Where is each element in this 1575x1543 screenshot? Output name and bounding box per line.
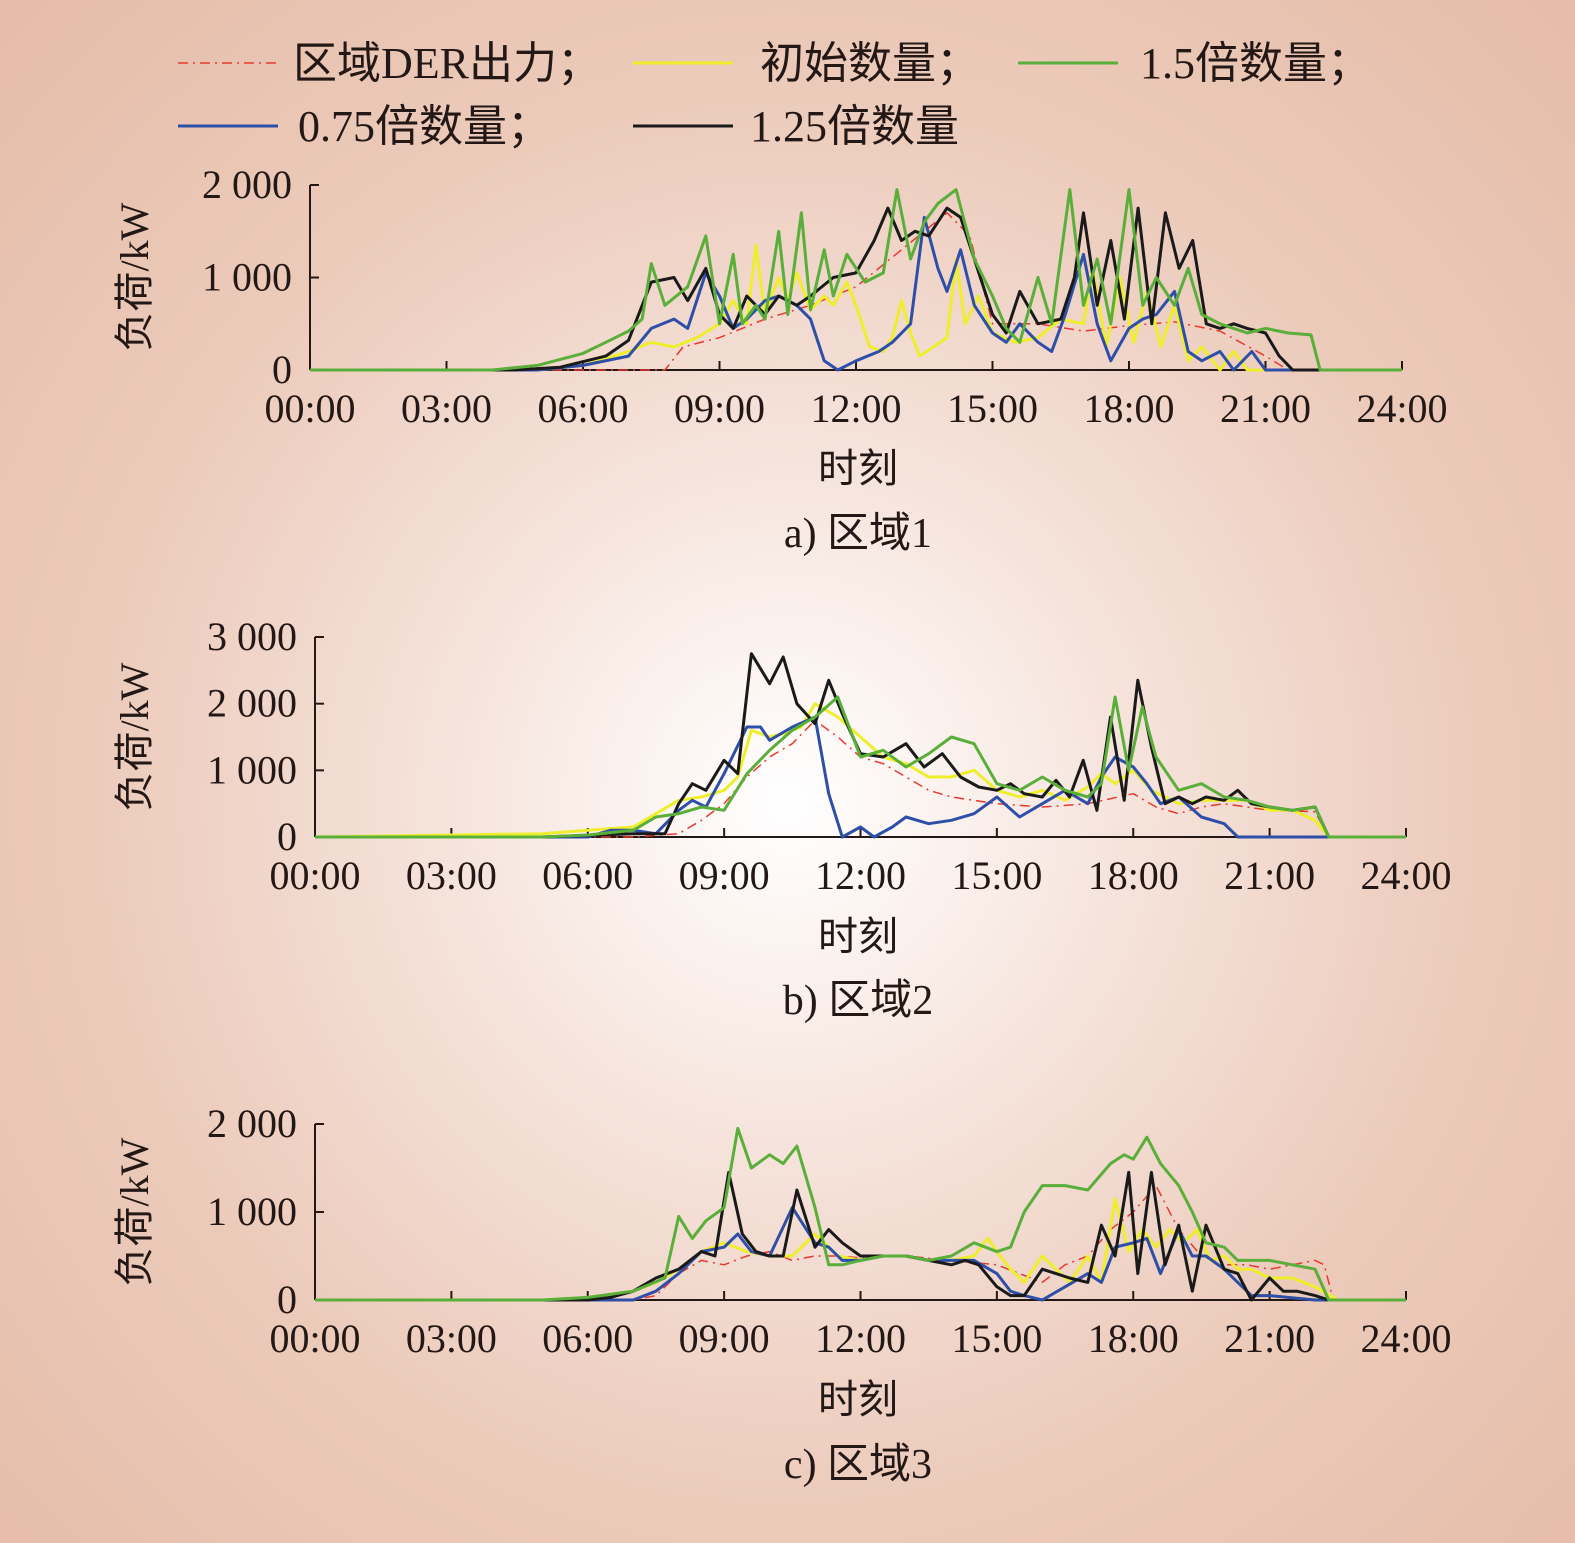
x-tick-label: 12:00	[810, 386, 901, 431]
series-line-5	[310, 206, 1402, 372]
chart-title: b) 区域2	[783, 978, 934, 1024]
chart-panel-3: 0 1 000 2 000 00:00 03:00 06:00 09:00 12:00 15:0…	[112, 1101, 1452, 1488]
series-line-5	[315, 1170, 1406, 1302]
x-tick-label: 12:00	[815, 853, 906, 898]
y-axis-label: 负荷/kW	[112, 202, 157, 351]
series-line-1	[315, 719, 1406, 838]
series-line-1	[310, 212, 1402, 371]
legend-item-1: 区域DER出力；	[178, 39, 601, 88]
series-line-3	[315, 1126, 1406, 1302]
x-tick-label: 00:00	[269, 853, 360, 898]
x-tick-label: 06:00	[542, 853, 633, 898]
chart-title: a) 区域1	[784, 511, 932, 557]
x-tick-label: 09:00	[674, 386, 765, 431]
x-tick-label: 09:00	[679, 1316, 770, 1361]
x-tick-label: 12:00	[815, 1316, 906, 1361]
legend-label: 1.25倍数量	[750, 102, 959, 151]
x-tick-label: 15:00	[951, 853, 1042, 898]
x-tick-label: 21:00	[1224, 1316, 1315, 1361]
y-tick-label: 2 000	[207, 1101, 297, 1146]
series-line-4	[315, 1206, 1406, 1302]
y-tick-label: 1 000	[202, 255, 292, 300]
y-axis-label: 负荷/kW	[112, 662, 157, 811]
x-axis-label: 时刻	[818, 1377, 898, 1422]
x-tick-label: 15:00	[951, 1316, 1042, 1361]
x-tick-label: 00:00	[264, 386, 355, 431]
x-tick-label: 18:00	[1088, 853, 1179, 898]
x-tick-label: 09:00	[679, 853, 770, 898]
legend-label: 初始数量；	[760, 39, 980, 88]
x-tick-label: 06:00	[542, 1316, 633, 1361]
y-tick-label: 0	[272, 347, 292, 392]
x-tick-label: 00:00	[269, 1316, 360, 1361]
x-tick-label: 03:00	[401, 386, 492, 431]
y-tick-label: 1 000	[207, 1189, 297, 1234]
series-line-2	[314, 702, 1406, 839]
legend-label: 1.5倍数量；	[1140, 39, 1371, 88]
series-line-5	[315, 652, 1406, 839]
y-tick-label: 2 000	[202, 162, 292, 207]
legend-item-3: 1.5倍数量；	[1018, 39, 1371, 88]
chart-panel-2: 0 1 000 2 000 3 000 00:00 03:00 06:00 09:00 12:0…	[112, 614, 1452, 1024]
y-tick-label: 0	[277, 814, 297, 859]
x-tick-label: 03:00	[406, 1316, 497, 1361]
legend-item-2: 初始数量；	[633, 39, 980, 88]
legend-label: 0.75倍数量；	[298, 102, 551, 151]
chart-title: c) 区域3	[784, 1442, 932, 1488]
legend: 区域DER出力； 初始数量； 1.5倍数量； 0.75倍数量； 1.25倍数量	[178, 39, 1371, 151]
x-tick-label: 21:00	[1220, 386, 1311, 431]
x-tick-label: 18:00	[1088, 1316, 1179, 1361]
x-tick-label: 06:00	[537, 386, 628, 431]
series-line-4	[315, 715, 1406, 839]
x-tick-label: 24:00	[1356, 386, 1447, 431]
x-tick-label: 21:00	[1224, 853, 1315, 898]
x-axis-label: 时刻	[818, 914, 898, 959]
y-tick-label: 1 000	[207, 747, 297, 792]
series-line-3	[310, 188, 1402, 372]
chart-panels: 0 1 000 2 000 00:00 03:00 06:00 09:00 12:00 15:0…	[112, 162, 1452, 1488]
x-tick-label: 18:00	[1083, 386, 1174, 431]
x-axis-label: 时刻	[818, 446, 898, 491]
legend-label: 区域DER出力；	[293, 39, 601, 88]
y-tick-label: 2 000	[207, 681, 297, 726]
legend-item-5: 1.25倍数量	[633, 102, 959, 151]
series-line-2	[310, 243, 1402, 372]
y-tick-label: 0	[277, 1277, 297, 1322]
x-tick-label: 24:00	[1360, 1316, 1451, 1361]
x-tick-label: 03:00	[406, 853, 497, 898]
legend-item-4: 0.75倍数量；	[178, 102, 551, 151]
x-tick-label: 15:00	[947, 386, 1038, 431]
chart-panel-1: 0 1 000 2 000 00:00 03:00 06:00 09:00 12:00 15:0…	[112, 162, 1448, 557]
x-tick-label: 24:00	[1360, 853, 1451, 898]
y-tick-label: 3 000	[207, 614, 297, 659]
series-line-4	[310, 215, 1402, 372]
series-line-3	[315, 695, 1406, 839]
y-axis-label: 负荷/kW	[112, 1137, 157, 1286]
